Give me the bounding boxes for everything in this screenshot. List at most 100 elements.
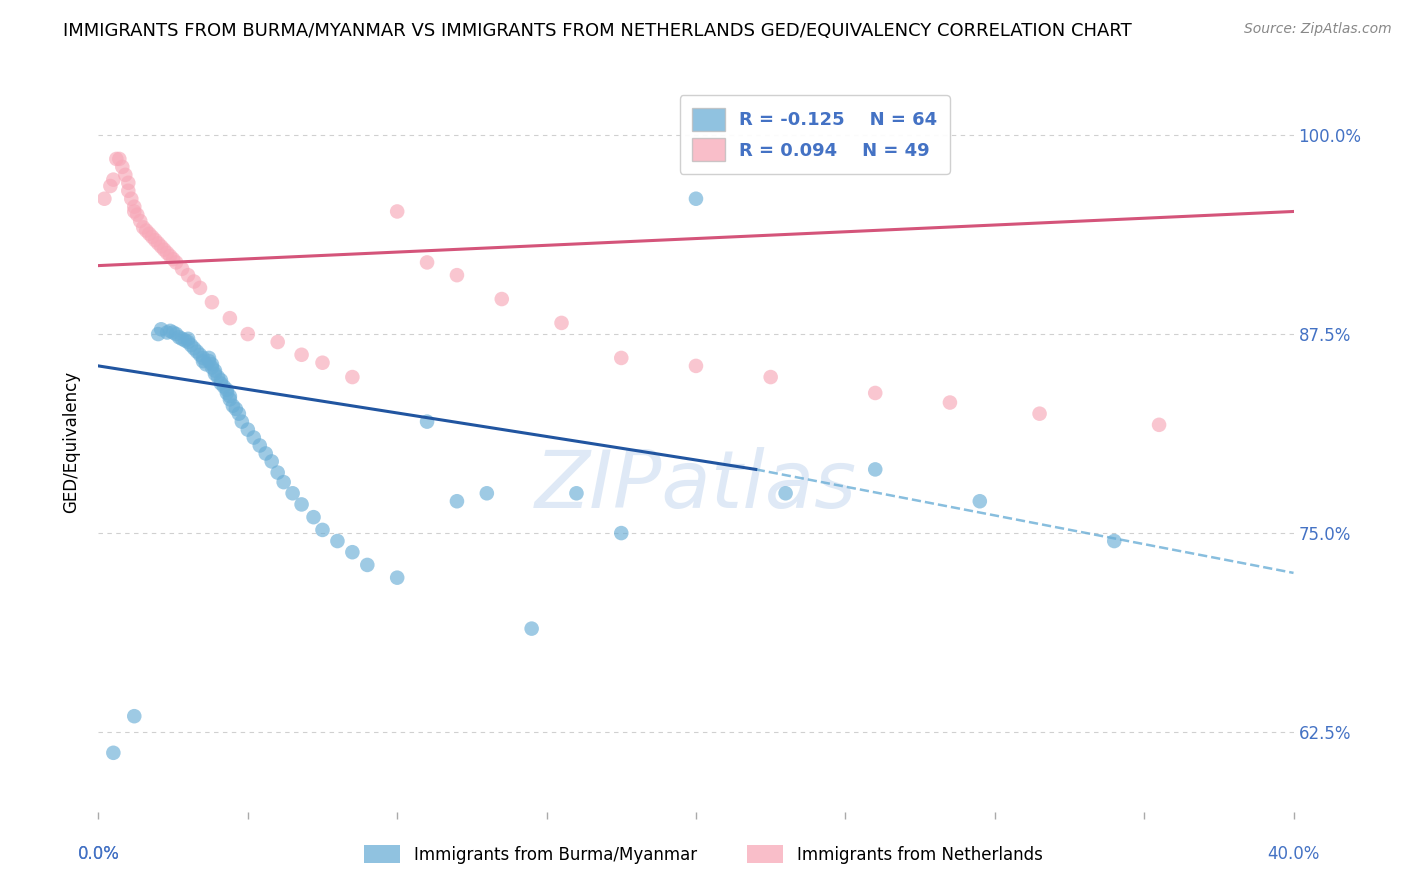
Point	[939, 395, 962, 409]
Point	[183, 342, 205, 356]
Text: 0.0%: 0.0%	[77, 845, 120, 863]
Point	[311, 356, 333, 370]
Point	[1104, 534, 1126, 549]
Point	[219, 311, 242, 326]
Point	[273, 475, 295, 490]
Point	[111, 160, 134, 174]
Point	[105, 152, 128, 166]
Point	[188, 281, 211, 295]
Point	[775, 486, 797, 500]
Point	[236, 423, 259, 437]
Point	[865, 462, 887, 476]
Text: ZIPatlas: ZIPatlas	[534, 447, 858, 525]
Point	[156, 245, 179, 260]
Point	[1028, 407, 1050, 421]
Point	[236, 327, 259, 342]
Point	[124, 709, 146, 723]
Point	[222, 399, 245, 413]
Point	[215, 383, 238, 397]
Point	[191, 354, 214, 368]
Point	[416, 255, 439, 269]
Point	[180, 338, 202, 352]
Point	[108, 152, 131, 166]
Text: 40.0%: 40.0%	[1267, 845, 1320, 863]
Point	[326, 534, 349, 549]
Point	[291, 348, 314, 362]
Point	[416, 415, 439, 429]
Point	[159, 324, 181, 338]
Point	[129, 214, 152, 228]
Point	[1147, 417, 1170, 432]
Point	[356, 558, 378, 572]
Point	[610, 351, 633, 365]
Point	[311, 523, 333, 537]
Point	[254, 446, 277, 460]
Text: 0.0%: 0.0%	[77, 845, 120, 863]
Point	[167, 330, 190, 344]
Point	[228, 407, 250, 421]
Point	[114, 168, 136, 182]
Point	[198, 354, 221, 368]
Point	[135, 223, 157, 237]
Point	[127, 208, 149, 222]
Point	[204, 367, 226, 381]
Point	[191, 351, 214, 365]
Point	[165, 327, 187, 342]
Point	[186, 344, 208, 359]
Point	[174, 334, 197, 348]
Point	[281, 486, 304, 500]
Point	[117, 184, 139, 198]
Point	[209, 376, 232, 391]
Point	[212, 379, 235, 393]
Text: Source: ZipAtlas.com: Source: ZipAtlas.com	[1244, 22, 1392, 37]
Point	[685, 192, 707, 206]
Point	[207, 370, 229, 384]
Point	[969, 494, 991, 508]
Point	[162, 252, 184, 267]
Point	[103, 746, 125, 760]
Point	[209, 373, 232, 387]
Point	[302, 510, 325, 524]
Point	[759, 370, 782, 384]
Legend: R = -0.125    N = 64, R = 0.094    N = 49: R = -0.125 N = 64, R = 0.094 N = 49	[679, 95, 950, 174]
Point	[446, 494, 468, 508]
Point	[172, 261, 194, 276]
Point	[249, 438, 271, 452]
Point	[138, 227, 160, 241]
Point	[195, 357, 218, 371]
Point	[150, 239, 173, 253]
Point	[491, 292, 513, 306]
Point	[475, 486, 498, 500]
Point	[243, 431, 266, 445]
Point	[148, 327, 170, 342]
Point	[342, 545, 364, 559]
Point	[342, 370, 364, 384]
Point	[132, 220, 155, 235]
Point	[98, 179, 122, 194]
Point	[177, 268, 200, 282]
Point	[385, 204, 409, 219]
Point	[291, 498, 314, 512]
Point	[865, 386, 887, 401]
Point	[183, 275, 205, 289]
Point	[165, 255, 187, 269]
Point	[201, 357, 224, 371]
Point	[610, 526, 633, 541]
Point	[201, 295, 224, 310]
Point	[446, 268, 468, 282]
Point	[565, 486, 588, 500]
Point	[124, 200, 146, 214]
Point	[550, 316, 572, 330]
Point	[162, 326, 184, 340]
Point	[177, 332, 200, 346]
Point	[231, 415, 253, 429]
Point	[225, 401, 247, 416]
Point	[156, 326, 179, 340]
Point	[117, 176, 139, 190]
Point	[148, 236, 170, 251]
Point	[188, 348, 211, 362]
Point	[260, 454, 283, 468]
Point	[120, 192, 142, 206]
Point	[172, 332, 194, 346]
Point	[93, 192, 115, 206]
